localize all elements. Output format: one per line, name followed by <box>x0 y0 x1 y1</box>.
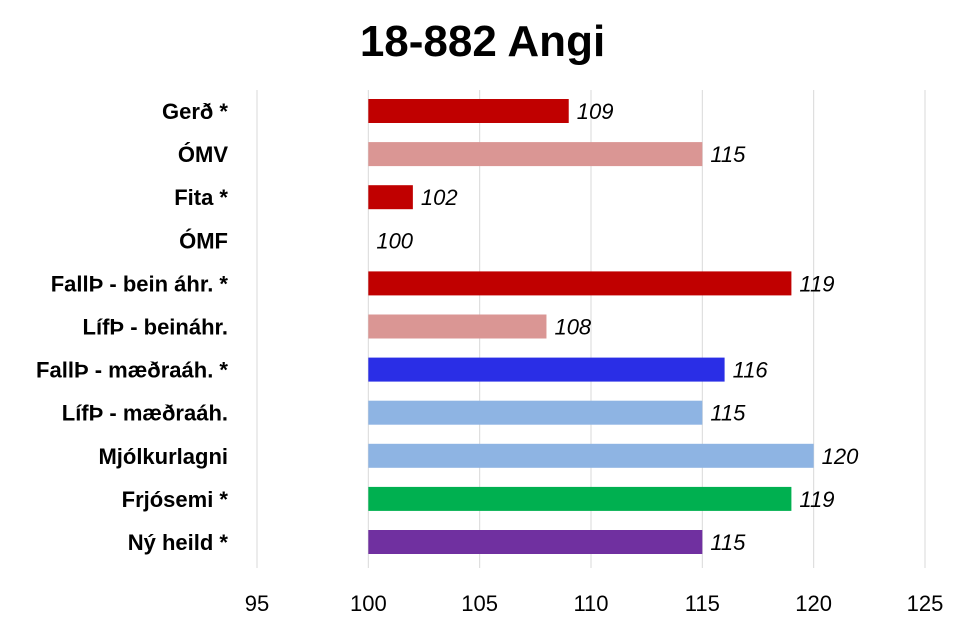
bar <box>368 357 725 382</box>
chart-title: 18-882 Angi <box>359 17 606 66</box>
bar <box>368 486 792 511</box>
x-tick-label: 125 <box>907 591 944 616</box>
category-label: ÓMV <box>178 142 228 167</box>
category-label: Mjólkurlagni <box>98 444 228 469</box>
x-tick-label: 100 <box>350 591 387 616</box>
value-label: 109 <box>577 99 614 124</box>
value-label: 116 <box>733 358 769 383</box>
bars <box>368 99 814 554</box>
category-label: LífÞ - beináhr. <box>83 315 228 340</box>
value-label: 115 <box>710 401 746 426</box>
category-label: ÓMF <box>179 228 228 253</box>
category-label: Ný heild * <box>128 530 229 555</box>
bar <box>368 314 547 339</box>
category-label: FallÞ - bein áhr. * <box>51 271 229 296</box>
value-label: 108 <box>554 315 591 340</box>
bar <box>368 271 792 296</box>
x-tick-label: 105 <box>461 591 498 616</box>
category-label: FallÞ - mæðraáh. * <box>36 358 228 383</box>
x-tick-label: 115 <box>685 591 720 616</box>
labels: 95 100 105 110 115 120 125 Gerð * 109 ÓMV 115 Fita … <box>36 99 943 616</box>
bar <box>368 400 703 425</box>
value-label: 115 <box>710 142 746 167</box>
bar <box>368 443 814 468</box>
bar <box>368 185 413 210</box>
category-label: LífÞ - mæðraáh. <box>62 401 228 426</box>
bar <box>368 530 703 554</box>
value-label: 102 <box>421 185 458 210</box>
x-tick-label: 95 <box>245 591 269 616</box>
x-tick-label: 120 <box>795 591 832 616</box>
category-label: Gerð * <box>162 99 228 124</box>
bar <box>368 99 569 123</box>
value-label: 115 <box>710 530 746 555</box>
value-label: 100 <box>376 228 413 253</box>
bar <box>368 142 703 167</box>
value-label: 120 <box>822 444 859 469</box>
value-label: 119 <box>799 487 834 512</box>
category-label: Fita * <box>174 185 228 210</box>
value-label: 119 <box>799 271 834 296</box>
category-label: Frjósemi * <box>122 487 229 512</box>
x-tick-label: 110 <box>573 591 608 616</box>
